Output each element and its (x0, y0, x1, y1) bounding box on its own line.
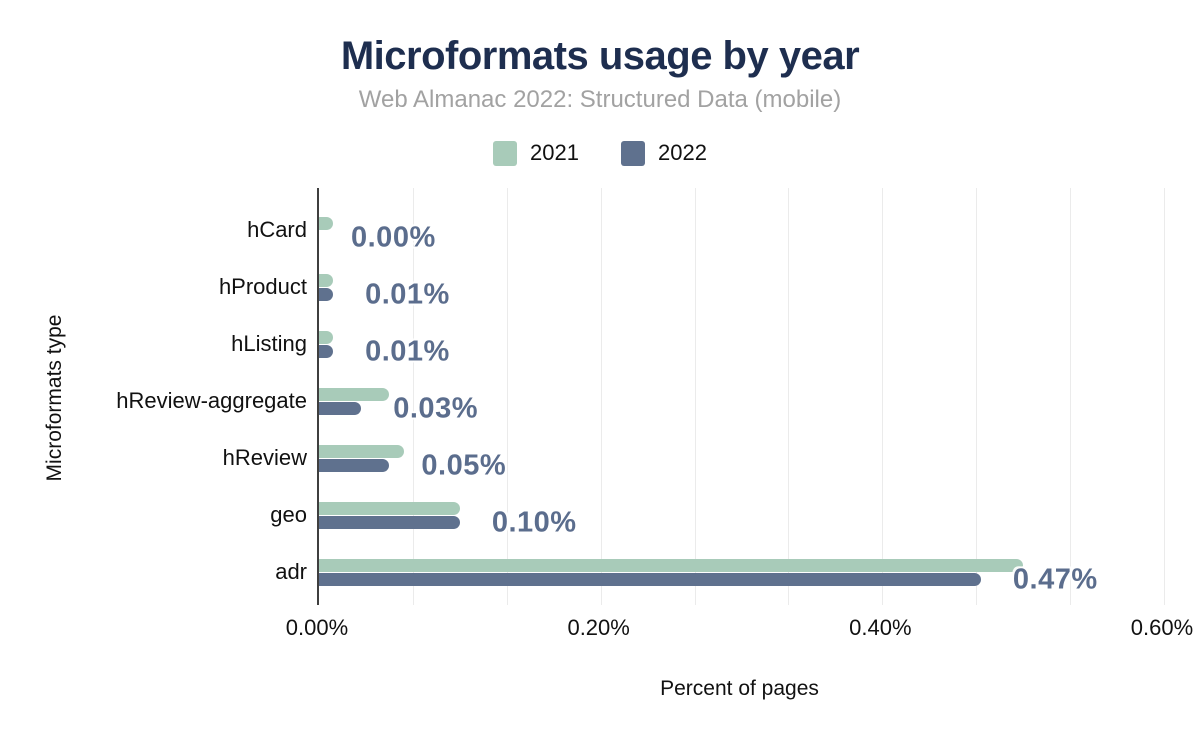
gridline (882, 188, 884, 605)
category-label-hReview-aggregate: hReview-aggregate (116, 388, 307, 413)
bar-2022-hReview-aggregate (319, 401, 362, 415)
gridline (506, 188, 508, 605)
value-label-hReview: 0.05% (421, 449, 507, 481)
value-label-hReview-aggregate: 0.03% (393, 392, 478, 424)
gridline (976, 188, 978, 605)
legend-swatch-2021 (493, 140, 518, 166)
legend-label-2021: 2021 (530, 140, 579, 165)
legend: 2021 2022 (0, 140, 1200, 166)
chart-title: Microformats usage by year (340, 34, 860, 78)
bar-2022-hListing (319, 344, 334, 358)
value-label-hListing: 0.01% (365, 335, 450, 367)
chart-subtitle: Web Almanac 2022: Structured Data (mobil… (358, 86, 842, 113)
x-tick-label: 0.60% (1130, 615, 1194, 640)
gridline (788, 188, 790, 605)
gridline (600, 188, 602, 605)
legend-item-2022: 2022 (621, 140, 707, 166)
x-tick-label: 0.00% (285, 615, 349, 640)
bar-2021-geo (319, 501, 460, 515)
bar-2021-hProduct (319, 273, 334, 287)
legend-label-2022: 2022 (658, 140, 707, 165)
value-label-geo: 0.10% (491, 506, 577, 538)
bar-2021-hReview-aggregate (319, 387, 390, 401)
category-label-hProduct: hProduct (218, 274, 307, 299)
x-tick-label: 0.40% (849, 615, 912, 640)
gridline (412, 188, 414, 605)
x-tick-label: 0.20% (567, 615, 630, 640)
bar-2021-adr (319, 558, 1024, 572)
bar-2022-adr (319, 572, 981, 586)
value-label-hCard: 0.00% (351, 221, 436, 253)
bar-2021-hListing (319, 330, 334, 344)
bar-2021-hCard (319, 216, 334, 230)
y-axis-title: Microformats type (43, 314, 66, 482)
plot-area: hCard 0.00% hProduct 0.01% hListing 0.01% hRev… (116, 188, 1165, 605)
gridline (1070, 188, 1072, 605)
legend-swatch-2022 (621, 140, 645, 166)
gridline (694, 188, 696, 605)
x-axis-title: Percent of pages (660, 677, 819, 700)
bar-2022-geo (319, 515, 460, 529)
category-label-geo: geo (270, 502, 307, 527)
category-label-hReview: hReview (222, 445, 307, 470)
category-label-hCard: hCard (247, 217, 307, 242)
x-axis-ticks: 0.00% 0.20% 0.40% 0.60% (286, 615, 1193, 645)
value-label-adr: 0.47% (1012, 563, 1098, 595)
gridline (1164, 188, 1165, 605)
bar-2022-hProduct (319, 287, 334, 301)
legend-item-2021: 2021 (493, 140, 579, 166)
value-label-hProduct: 0.01% (365, 278, 450, 310)
bar-2022-hReview (319, 458, 390, 472)
category-label-adr: adr (275, 559, 307, 584)
bar-2021-hReview (319, 444, 404, 458)
category-label-hListing: hListing (231, 331, 307, 356)
